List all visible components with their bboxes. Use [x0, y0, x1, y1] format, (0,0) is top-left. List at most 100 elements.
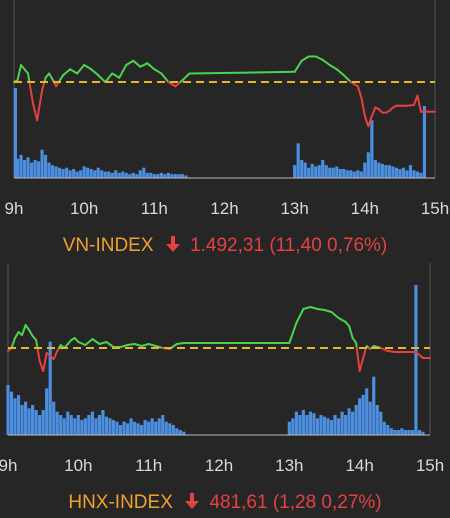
volume-bar: [184, 175, 188, 178]
price-segment-down: [36, 347, 41, 362]
price-segment-down: [167, 81, 177, 88]
volume-bar: [154, 421, 158, 435]
volume-bar: [26, 157, 30, 178]
volume-bar: [73, 418, 77, 435]
price-segment-up: [295, 308, 305, 324]
volume-bar: [143, 420, 147, 435]
price-segment-down: [36, 89, 44, 122]
price-segment-up: [97, 74, 107, 83]
volume-bar: [38, 415, 42, 435]
price-segment-down: [363, 115, 370, 128]
volume-bar: [75, 171, 79, 178]
volume-bar: [114, 170, 118, 178]
price-segment-down: [367, 115, 373, 128]
price-line: [7, 306, 431, 372]
x-tick-label: 12h: [205, 456, 233, 475]
volume-bar: [89, 169, 93, 178]
volume-bar: [322, 416, 327, 435]
hnx-index-summary: HNX-INDEX 481,61 (1,28 0,27%): [0, 492, 450, 516]
volume-bar: [9, 391, 14, 435]
volume-bar: [128, 174, 132, 178]
volume-bar: [329, 420, 334, 435]
volume-bar: [396, 430, 400, 435]
volume-bar: [328, 167, 332, 178]
hnx-index-chart: 9h 10h 11h 12h 13h 14h 15h: [0, 263, 444, 475]
volume-bar: [93, 170, 97, 178]
x-tick-label: 14h: [345, 456, 373, 475]
price-segment-up: [328, 64, 338, 71]
price-segment-up: [321, 58, 331, 66]
volume-bar: [175, 428, 179, 435]
volume-bar: [31, 405, 35, 435]
volume-bar: [359, 171, 363, 178]
volume-bar: [401, 167, 406, 178]
price-segment-down: [358, 357, 365, 372]
volume-bar: [83, 418, 87, 435]
price-segment-up: [84, 338, 94, 346]
x-tick-label: 15h: [421, 199, 449, 218]
volume-bar: [287, 421, 291, 435]
volume-bar: [375, 405, 379, 435]
price-segment-up: [175, 342, 185, 345]
price-line: [13, 55, 436, 128]
volume-bar: [363, 162, 367, 178]
volume-bar: [331, 167, 335, 178]
volume-bar: [386, 425, 390, 435]
volume-bar: [107, 171, 111, 178]
price-segment-up: [105, 341, 115, 348]
volume-bar: [354, 405, 358, 435]
price-segment-up: [323, 309, 333, 313]
volume-bar: [69, 415, 73, 435]
price-segment-up: [83, 64, 93, 71]
volume-bar: [159, 172, 163, 178]
vn-index-name: VN-INDEX: [62, 235, 154, 256]
volume-bar: [421, 431, 425, 435]
volume-bar: [177, 174, 181, 178]
volume-bar: [65, 167, 69, 178]
price-segment-down: [174, 81, 182, 88]
volume-bar: [47, 162, 51, 178]
volume-bar: [342, 169, 346, 178]
price-segment-up: [337, 317, 347, 323]
volume-bar: [72, 169, 76, 178]
volume-bar: [13, 88, 17, 178]
volume-bar: [36, 161, 41, 178]
volume-bar: [94, 418, 98, 435]
volume-bar: [345, 170, 349, 178]
volume-bar: [408, 165, 413, 178]
price-segment-up: [125, 59, 135, 66]
volume-bar: [308, 411, 313, 435]
price-segment-up: [76, 64, 86, 75]
volume-bar: [368, 401, 372, 435]
volume-bar: [335, 166, 339, 178]
volume-bar: [382, 421, 386, 435]
volume-bar: [29, 162, 34, 178]
price-segment-down: [42, 352, 48, 372]
x-tick-label: 12h: [210, 199, 238, 218]
price-segment-up: [118, 64, 128, 79]
price-segment-down: [52, 350, 59, 360]
price-segment-up: [119, 344, 129, 348]
volume-bar: [300, 160, 304, 178]
volume-bar: [24, 401, 28, 435]
volume-bar: [61, 169, 65, 178]
volume-bar: [307, 167, 311, 178]
volume-bar: [305, 415, 309, 435]
price-segment-up: [348, 325, 354, 339]
volume-bar: [389, 428, 393, 435]
volume-bar: [178, 430, 182, 435]
volume-bar: [303, 162, 307, 178]
volume-bar: [136, 423, 140, 435]
volume-bar: [117, 172, 121, 178]
price-segment-up: [170, 343, 178, 349]
x-tick-label: 11h: [141, 199, 168, 218]
price-segment-up: [154, 345, 164, 349]
volume-bar: [76, 415, 80, 435]
price-segment-up: [351, 337, 358, 344]
price-segment-down: [386, 350, 396, 353]
volume-bar: [417, 430, 422, 435]
vn-index-chart: 9h 10h 11h 12h 13h 14h 15h: [5, 0, 449, 218]
vn-index-panel: 9h 10h 11h 12h 13h 14h 15h VN-INDEX 1.492,31 (…: [0, 0, 450, 263]
price-segment-up: [77, 341, 87, 346]
volume-bar: [15, 158, 20, 178]
